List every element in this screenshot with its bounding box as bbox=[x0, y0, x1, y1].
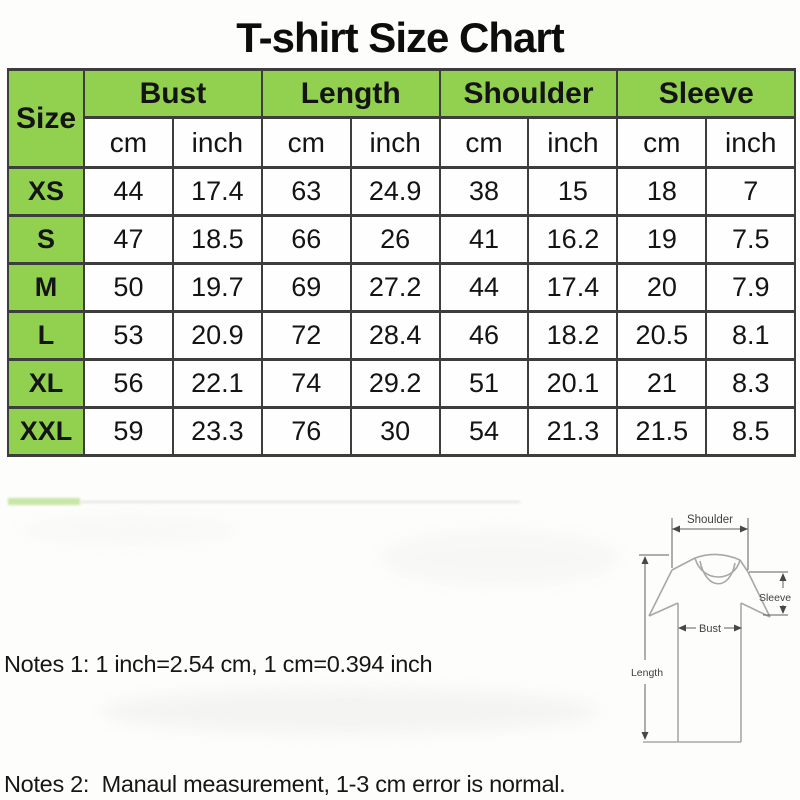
photo-artifact bbox=[20, 515, 240, 545]
value-cell: 59 bbox=[83, 406, 174, 457]
value-cell: 18.2 bbox=[527, 310, 619, 361]
photo-artifact bbox=[380, 530, 620, 586]
value-cell: 8.5 bbox=[705, 406, 797, 457]
table-row: XS 44 17.4 63 24.9 38 15 18 7 bbox=[7, 166, 797, 217]
notes-block: Notes 1: 1 inch=2.54 cm, 1 cm=0.394 inch… bbox=[4, 564, 722, 800]
table-row: XL 56 22.1 74 29.2 51 20.1 21 8.3 bbox=[7, 358, 797, 409]
value-cell: 29.2 bbox=[349, 358, 441, 409]
size-row-label: XXL bbox=[7, 406, 85, 457]
value-cell: 20.5 bbox=[616, 310, 708, 361]
col-group-bust: Bust bbox=[83, 68, 263, 119]
size-column-header: Size bbox=[7, 68, 85, 169]
value-cell: 72 bbox=[260, 310, 352, 361]
value-cell: 50 bbox=[83, 262, 174, 313]
value-cell: 17.4 bbox=[527, 262, 619, 313]
unit-header-row: cm inch cm inch cm inch cm inch bbox=[8, 116, 797, 169]
table-row: XXL 59 23.3 76 30 54 21.3 21.5 8.5 bbox=[7, 406, 797, 457]
size-row-label: XS bbox=[7, 166, 85, 217]
value-cell: 56 bbox=[83, 358, 174, 409]
value-cell: 44 bbox=[438, 262, 530, 313]
value-cell: 38 bbox=[438, 166, 530, 217]
table-row: M 50 19.7 69 27.2 44 17.4 20 7.9 bbox=[7, 262, 797, 313]
unit-header: cm bbox=[616, 116, 708, 169]
cutoff-row-line bbox=[80, 501, 520, 503]
unit-header: inch bbox=[349, 116, 441, 169]
value-cell: 8.1 bbox=[705, 310, 797, 361]
value-cell: 8.3 bbox=[705, 358, 797, 409]
sleeve-dimension: Sleeve bbox=[749, 571, 791, 616]
group-header-row: Size Bust Length Shoulder Sleeve bbox=[7, 68, 797, 169]
value-cell: 27.2 bbox=[349, 262, 441, 313]
col-group-length: Length bbox=[260, 68, 441, 119]
note-line-1: Notes 1: 1 inch=2.54 cm, 1 cm=0.394 inch bbox=[4, 651, 433, 677]
value-cell: 46 bbox=[438, 310, 530, 361]
value-cell: 19.7 bbox=[171, 262, 263, 313]
unit-header: inch bbox=[171, 116, 263, 169]
tshirt-outline bbox=[643, 553, 771, 743]
value-cell: 47 bbox=[83, 214, 174, 265]
size-row-label: M bbox=[7, 262, 85, 313]
value-cell: 7 bbox=[705, 166, 797, 217]
tshirt-measurement-diagram: Shoulder Sleeve Bust Length bbox=[631, 514, 791, 743]
unit-header: inch bbox=[527, 116, 619, 169]
value-cell: 21 bbox=[616, 358, 708, 409]
length-label: Length bbox=[631, 667, 663, 679]
value-cell: 76 bbox=[260, 406, 352, 457]
unit-header: cm bbox=[438, 116, 530, 169]
value-cell: 21.3 bbox=[527, 406, 619, 457]
col-group-sleeve: Sleeve bbox=[616, 68, 797, 119]
value-cell: 21.5 bbox=[616, 406, 708, 457]
value-cell: 18.5 bbox=[171, 214, 263, 265]
unit-header: inch bbox=[705, 116, 797, 169]
value-cell: 22.1 bbox=[171, 358, 263, 409]
cutoff-row-remnant bbox=[8, 498, 80, 505]
shoulder-label: Shoulder bbox=[687, 514, 733, 526]
value-cell: 20.9 bbox=[171, 310, 263, 361]
value-cell: 17.4 bbox=[171, 166, 263, 217]
value-cell: 20.1 bbox=[527, 358, 619, 409]
value-cell: 15 bbox=[527, 166, 619, 217]
value-cell: 23.3 bbox=[171, 406, 263, 457]
bust-label: Bust bbox=[699, 623, 721, 635]
size-row-label: S bbox=[7, 214, 85, 265]
value-cell: 41 bbox=[438, 214, 530, 265]
bust-dimension: Bust bbox=[678, 623, 742, 635]
value-cell: 28.4 bbox=[349, 310, 441, 361]
value-cell: 24.9 bbox=[349, 166, 441, 217]
size-row-label: L bbox=[7, 310, 85, 361]
page-title: T-shirt Size Chart bbox=[236, 14, 564, 61]
size-row-label: XL bbox=[7, 358, 85, 409]
table-row: L 53 20.9 72 28.4 46 18.2 20.5 8.1 bbox=[7, 310, 797, 361]
value-cell: 7.9 bbox=[705, 262, 797, 313]
length-dimension: Length bbox=[631, 554, 669, 740]
value-cell: 51 bbox=[438, 358, 530, 409]
value-cell: 16.2 bbox=[527, 214, 619, 265]
sleeve-label: Sleeve bbox=[759, 592, 791, 604]
value-cell: 63 bbox=[260, 166, 352, 217]
unit-header: cm bbox=[83, 116, 174, 169]
value-cell: 30 bbox=[349, 406, 441, 457]
unit-header: cm bbox=[260, 116, 352, 169]
value-cell: 69 bbox=[260, 262, 352, 313]
photo-artifact bbox=[100, 688, 600, 734]
value-cell: 26 bbox=[349, 214, 441, 265]
value-cell: 7.5 bbox=[705, 214, 797, 265]
table-row: S 47 18.5 66 26 41 16.2 19 7.5 bbox=[7, 214, 797, 265]
value-cell: 18 bbox=[616, 166, 708, 217]
value-cell: 19 bbox=[616, 214, 708, 265]
note-line-2: Notes 2: Manaul measurement, 1-3 cm erro… bbox=[4, 771, 566, 797]
value-cell: 20 bbox=[616, 262, 708, 313]
value-cell: 44 bbox=[83, 166, 174, 217]
size-chart-table: Size Bust Length Shoulder Sleeve cm inch… bbox=[7, 68, 797, 457]
value-cell: 54 bbox=[438, 406, 530, 457]
col-group-shoulder: Shoulder bbox=[438, 68, 619, 119]
value-cell: 53 bbox=[83, 310, 174, 361]
shoulder-dimension: Shoulder bbox=[671, 514, 749, 570]
value-cell: 66 bbox=[260, 214, 352, 265]
value-cell: 74 bbox=[260, 358, 352, 409]
